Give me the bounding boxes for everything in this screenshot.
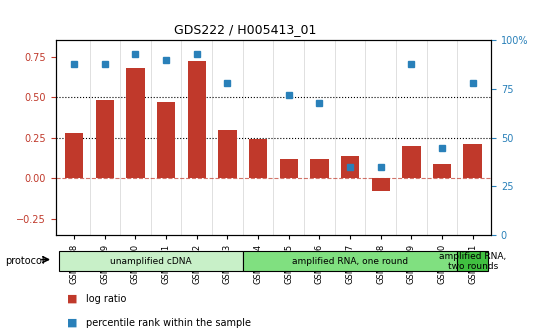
Bar bbox=[402, 146, 421, 178]
Bar bbox=[433, 164, 451, 178]
Text: percentile rank within the sample: percentile rank within the sample bbox=[86, 318, 252, 328]
Text: log ratio: log ratio bbox=[86, 294, 127, 304]
Text: unamplified cDNA: unamplified cDNA bbox=[110, 257, 191, 266]
Bar bbox=[218, 130, 237, 178]
FancyBboxPatch shape bbox=[458, 251, 488, 271]
Bar bbox=[310, 159, 329, 178]
Text: GDS222 / H005413_01: GDS222 / H005413_01 bbox=[174, 24, 317, 37]
Text: amplified RNA, one round: amplified RNA, one round bbox=[292, 257, 408, 266]
Bar bbox=[372, 178, 390, 192]
Bar bbox=[157, 102, 175, 178]
Text: protocol: protocol bbox=[6, 256, 45, 266]
Bar bbox=[126, 68, 145, 178]
Bar bbox=[249, 139, 267, 178]
Text: ■: ■ bbox=[67, 318, 78, 328]
Bar bbox=[341, 156, 359, 178]
Bar bbox=[95, 100, 114, 178]
Bar bbox=[464, 144, 482, 178]
FancyBboxPatch shape bbox=[243, 251, 458, 271]
FancyBboxPatch shape bbox=[59, 251, 243, 271]
Text: amplified RNA,
two rounds: amplified RNA, two rounds bbox=[439, 252, 506, 271]
Bar bbox=[280, 159, 298, 178]
Text: ■: ■ bbox=[67, 294, 78, 304]
Bar bbox=[65, 133, 83, 178]
Bar bbox=[187, 61, 206, 178]
